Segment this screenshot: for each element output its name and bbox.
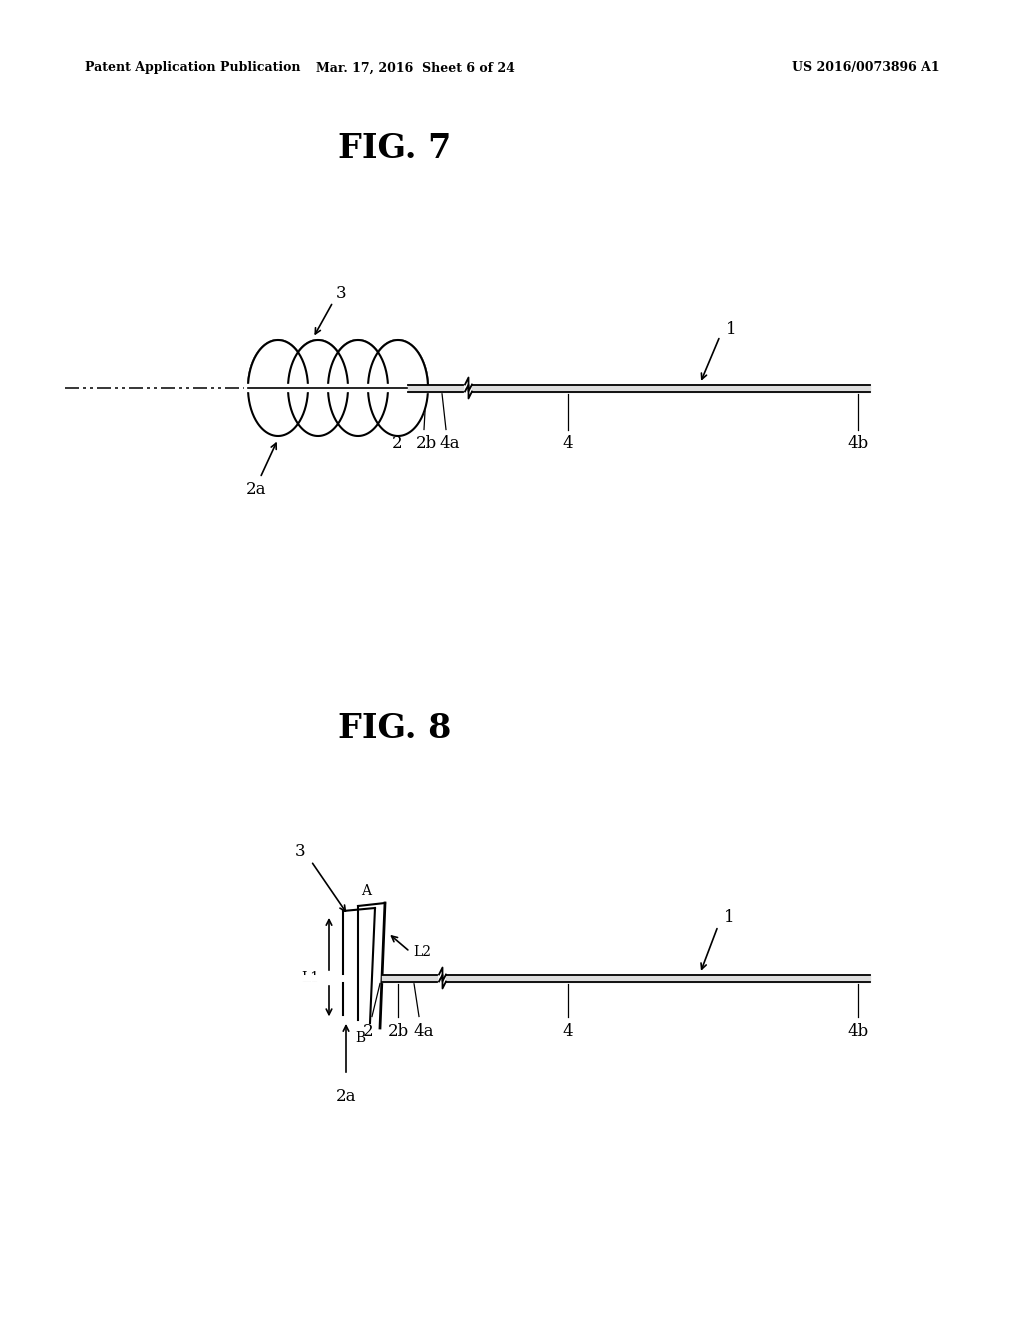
Text: 2a: 2a [336,1088,356,1105]
Text: Patent Application Publication: Patent Application Publication [85,62,300,74]
Text: 2a: 2a [246,482,266,499]
Text: FIG. 8: FIG. 8 [338,711,452,744]
Text: 1: 1 [726,322,736,338]
Polygon shape [248,341,308,436]
Text: US 2016/0073896 A1: US 2016/0073896 A1 [793,62,940,74]
Text: FIG. 7: FIG. 7 [338,132,452,165]
Text: 2b: 2b [416,436,436,453]
Polygon shape [328,341,388,436]
Text: Mar. 17, 2016  Sheet 6 of 24: Mar. 17, 2016 Sheet 6 of 24 [315,62,514,74]
Text: 2b: 2b [387,1023,409,1040]
Text: A: A [361,884,371,898]
Polygon shape [368,341,428,436]
Text: 4b: 4b [848,1023,868,1040]
Text: 4: 4 [562,1023,573,1040]
Text: 3: 3 [294,842,305,859]
Text: 2: 2 [392,436,402,453]
Text: 4: 4 [562,436,573,453]
Polygon shape [288,341,348,436]
Text: 1: 1 [724,909,734,927]
Text: 4a: 4a [414,1023,434,1040]
Text: 3: 3 [336,285,347,302]
Text: 2: 2 [362,1023,374,1040]
Text: 4a: 4a [439,436,460,453]
Text: L2: L2 [413,945,431,958]
Text: 4b: 4b [848,436,868,453]
Text: B: B [355,1031,366,1045]
Text: L1: L1 [301,972,319,985]
